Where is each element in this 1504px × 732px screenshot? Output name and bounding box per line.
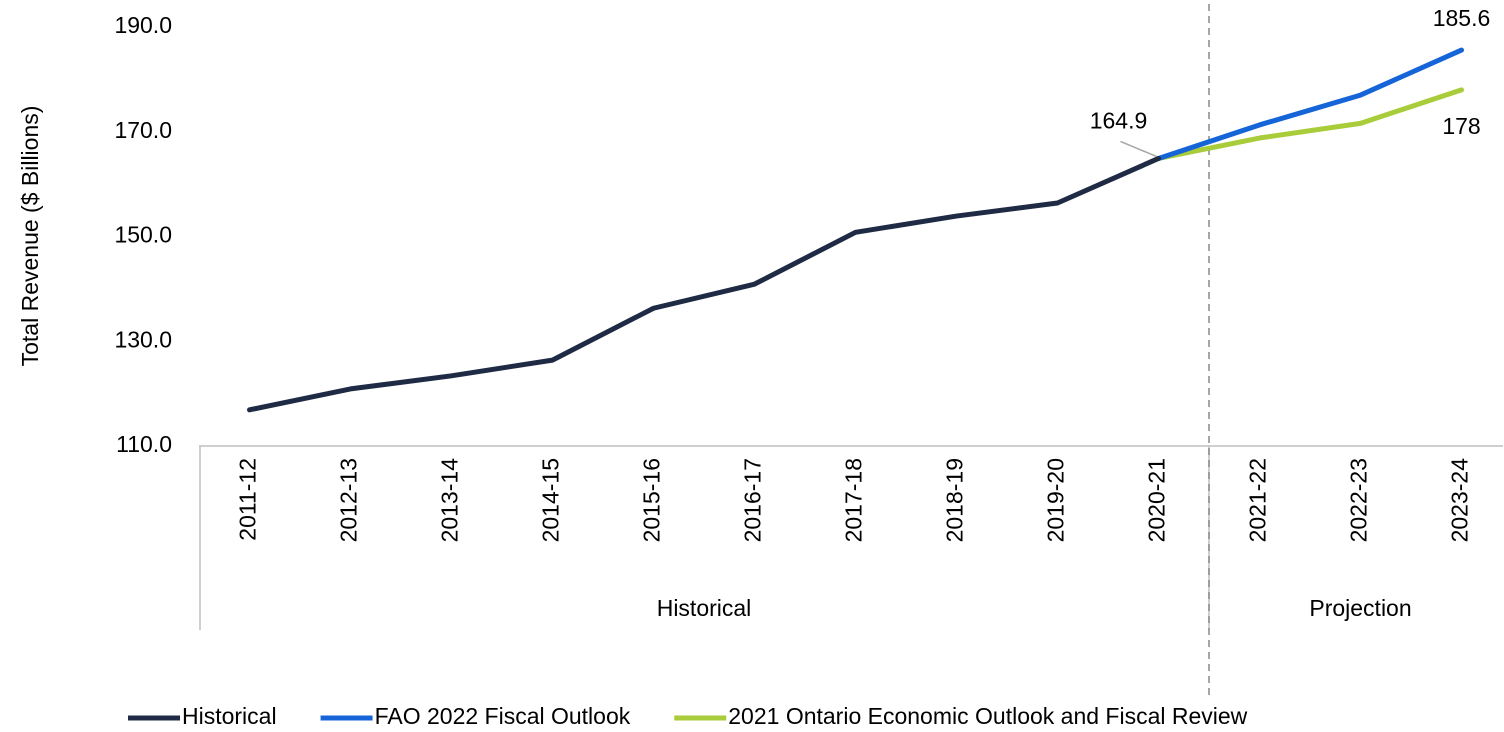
x-tick-label: 2015-16: [639, 458, 665, 542]
x-tick-label: 2023-24: [1447, 458, 1473, 543]
x-tick-label: 2020-21: [1144, 458, 1170, 542]
x-tick-label: 2016-17: [740, 458, 766, 542]
y-tick-label: 130.0: [114, 326, 172, 352]
x-tick-label: 2012-13: [336, 458, 362, 542]
y-tick-label: 190.0: [114, 12, 172, 38]
x-tick-label: 2014-15: [538, 458, 564, 542]
leader-line: [1120, 140, 1157, 158]
x-tick-label: 2011-12: [235, 458, 261, 541]
x-tick-label: 2013-14: [437, 458, 463, 543]
x-tick-label: 2019-20: [1043, 458, 1069, 542]
y-axis-label: Total Revenue ($ Billions): [17, 106, 43, 367]
data-label: 185.6: [1433, 5, 1491, 31]
y-tick-label: 110.0: [116, 431, 172, 457]
series-line: [247, 155, 1161, 413]
x-tick-label: 2018-19: [942, 458, 968, 542]
y-tick-label: 170.0: [114, 117, 172, 143]
y-tick-label: 150.0: [114, 222, 172, 248]
legend-label: 2021 Ontario Economic Outlook and Fiscal…: [728, 703, 1247, 729]
series-line: [1156, 47, 1464, 161]
x-tick-label: 2017-18: [841, 458, 867, 542]
x-tick-label: 2022-23: [1346, 458, 1372, 542]
legend-label: FAO 2022 Fiscal Outlook: [375, 703, 631, 729]
group-label: Projection: [1309, 595, 1411, 621]
group-label: Historical: [657, 595, 752, 621]
data-label: 164.9: [1090, 108, 1148, 134]
data-label: 178: [1442, 113, 1480, 139]
x-tick-label: 2021-22: [1245, 458, 1271, 542]
legend-label: Historical: [182, 703, 277, 729]
series-line: [1156, 87, 1464, 161]
